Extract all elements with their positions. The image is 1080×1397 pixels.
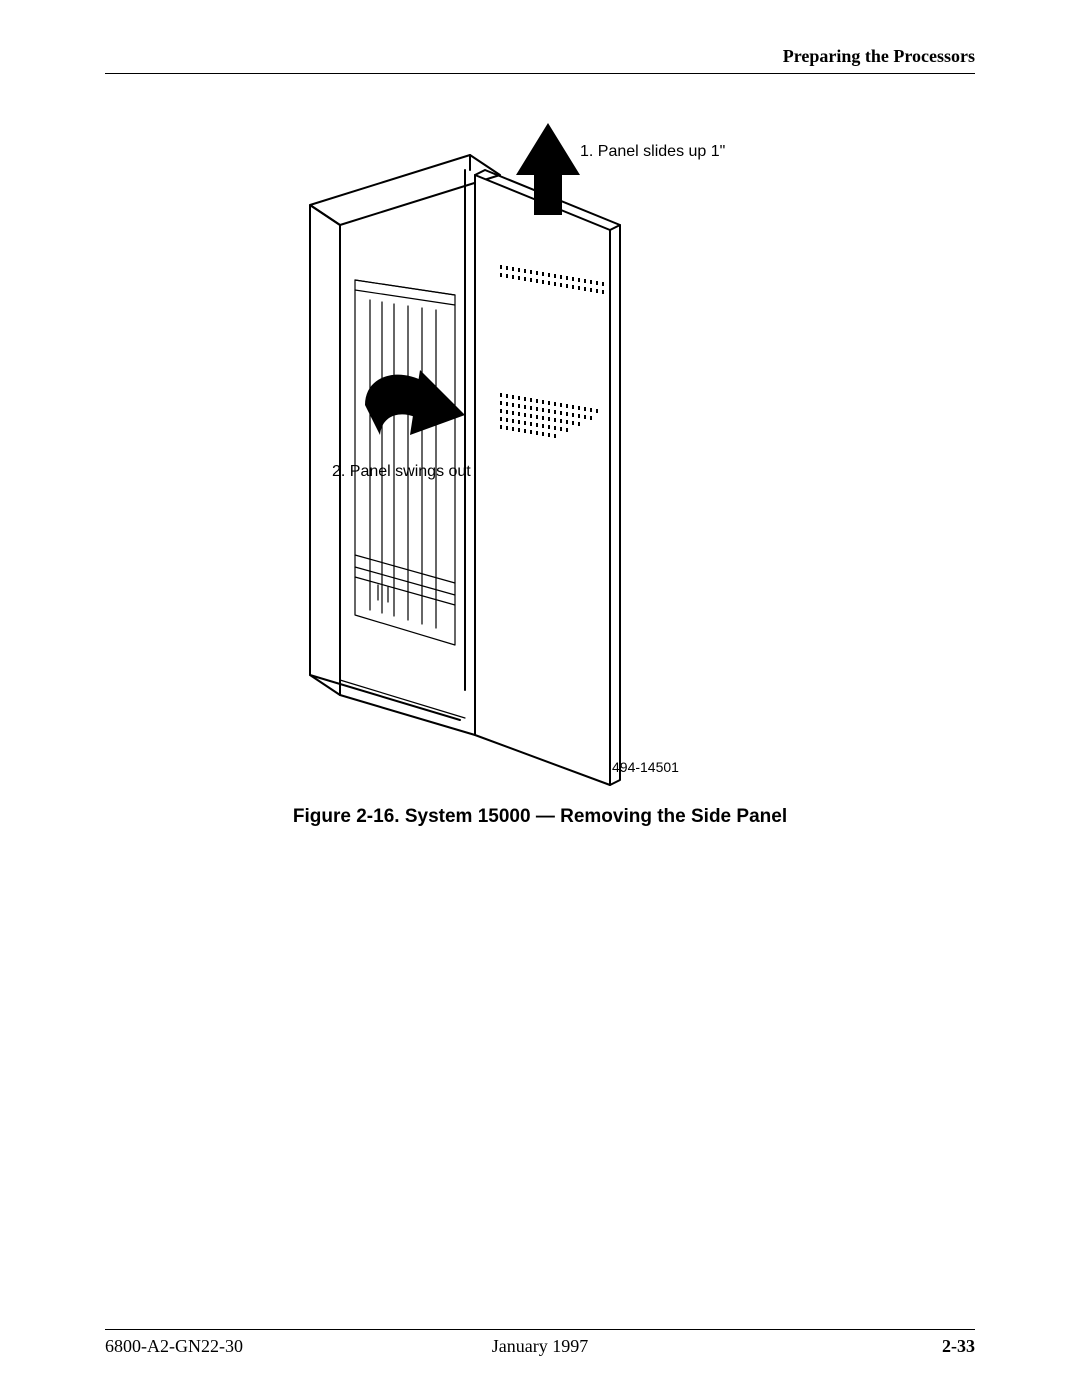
page-footer: 6800-A2-GN22-30 January 1997 2-33 <box>105 1321 975 1357</box>
footer-doc-id: 6800-A2-GN22-30 <box>105 1336 395 1357</box>
callout-swing-out: 2. Panel swings out <box>332 463 471 481</box>
page-header: Preparing the Processors <box>105 46 975 82</box>
footer-rule <box>105 1329 975 1330</box>
figure-caption: Figure 2-16. System 15000 — Removing the… <box>0 806 1080 828</box>
figure: 1. Panel slides up 1" 2. Panel swings ou… <box>270 115 810 795</box>
callout-slide-up: 1. Panel slides up 1" <box>580 143 725 161</box>
cabinet-diagram <box>270 115 810 795</box>
figure-id: 494-14501 <box>612 759 679 775</box>
section-title: Preparing the Processors <box>105 46 975 67</box>
footer-date: January 1997 <box>395 1336 685 1357</box>
header-rule <box>105 73 975 74</box>
footer-page: 2-33 <box>685 1336 975 1357</box>
page: Preparing the Processors <box>0 0 1080 1397</box>
